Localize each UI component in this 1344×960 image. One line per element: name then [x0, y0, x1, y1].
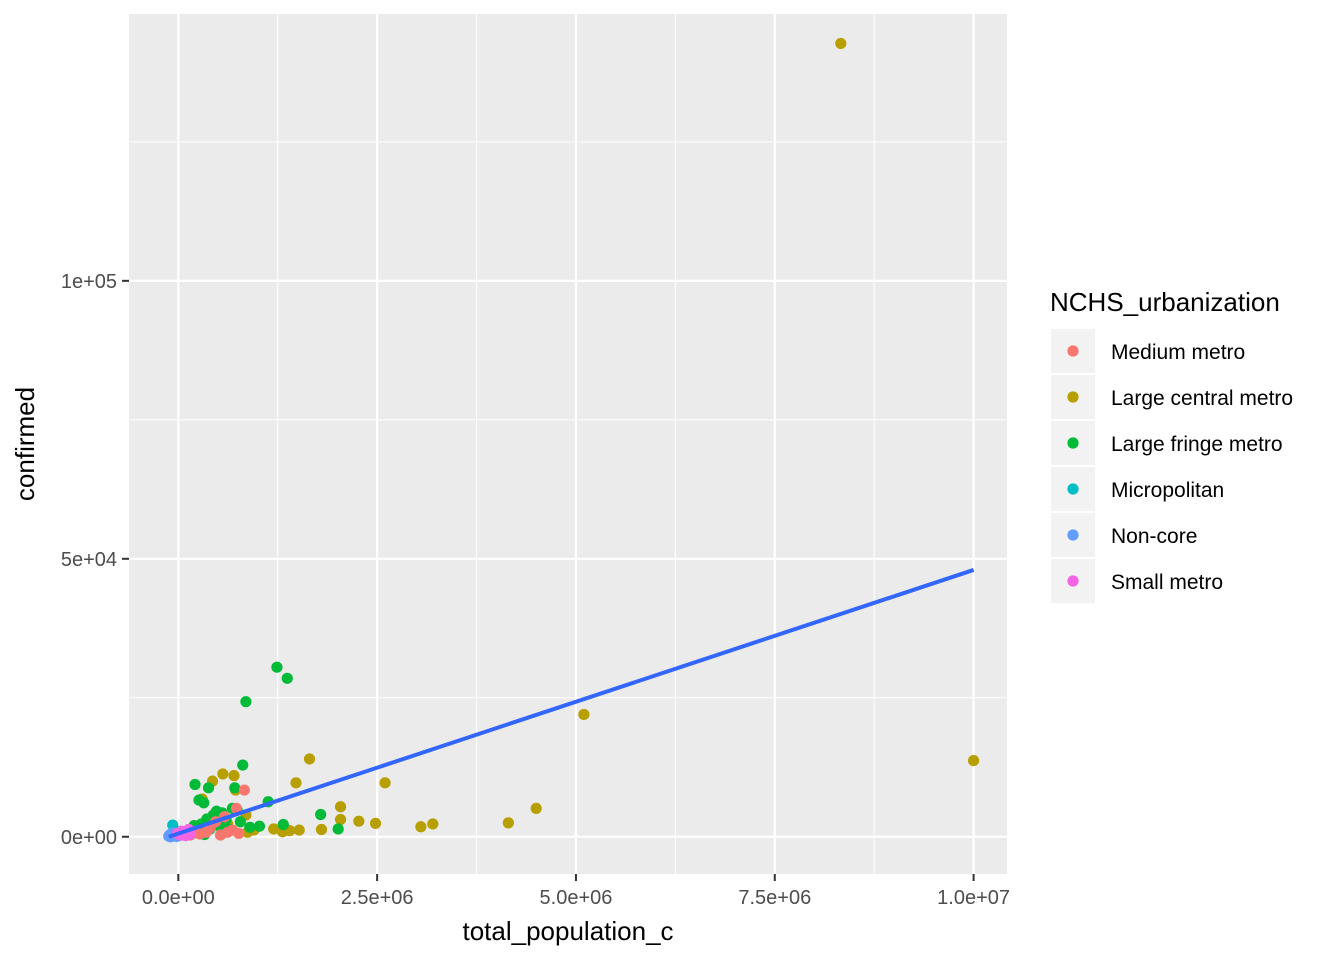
data-point: [334, 813, 347, 826]
data-point: [189, 778, 201, 791]
data-point: [353, 815, 365, 827]
legend-item: Non-core: [1051, 513, 1197, 557]
legend-swatch: [1067, 391, 1079, 403]
x-tick-label: 5.0e+06: [540, 887, 613, 909]
data-point: [202, 782, 215, 794]
data-point: [303, 753, 316, 765]
data-point: [502, 817, 514, 829]
data-point: [253, 820, 266, 832]
data-point: [230, 802, 242, 815]
legend: NCHS_urbanization Medium metro Large cent…: [1050, 287, 1293, 603]
data-point: [967, 754, 980, 767]
y-tick-label: 0e+00: [61, 827, 117, 849]
trend-line: [168, 568, 975, 839]
data-point: [228, 770, 240, 782]
x-axis-title: total_population_c: [462, 916, 673, 946]
legend-label: Large central metro: [1111, 387, 1293, 410]
data-point: [530, 802, 542, 815]
legend-title: NCHS_urbanization: [1050, 287, 1280, 317]
y-axis: 0e+00 5e+04 1e+05: [61, 271, 129, 849]
x-tick-label: 0.0e+00: [142, 887, 215, 909]
data-point: [198, 797, 210, 809]
data-point: [233, 827, 245, 840]
x-tick-label: 1.0e+07: [937, 887, 1010, 909]
data-point: [229, 782, 241, 794]
data-point: [369, 817, 382, 830]
data-point: [277, 818, 289, 831]
legend-item: Medium metro: [1051, 329, 1245, 373]
legend-label: Medium metro: [1111, 341, 1245, 364]
data-point: [415, 821, 427, 833]
data-point: [238, 784, 250, 796]
data-point: [315, 808, 327, 821]
major-gridlines: [129, 14, 1007, 874]
data-point: [332, 823, 344, 835]
data-point: [268, 823, 280, 835]
legend-item: Large fringe metro: [1051, 421, 1283, 465]
legend-label: Small metro: [1111, 571, 1223, 594]
trend-line-layer: [168, 568, 975, 839]
data-point: [290, 777, 302, 789]
data-point: [427, 818, 439, 830]
data-point: [281, 672, 293, 684]
data-point: [578, 708, 590, 721]
y-axis-title: confirmed: [10, 387, 40, 501]
x-tick-label: 7.5e+06: [738, 887, 811, 909]
legend-swatch: [1067, 575, 1079, 587]
data-point: [334, 801, 347, 813]
data-point: [234, 816, 246, 828]
data-point: [237, 759, 249, 771]
legend-label: Micropolitan: [1111, 479, 1224, 502]
legend-swatch: [1067, 483, 1079, 495]
y-tick-label: 5e+04: [61, 549, 117, 571]
data-point: [217, 768, 229, 780]
y-tick-label: 1e+05: [61, 271, 117, 293]
data-point: [271, 661, 283, 673]
legend-item: Small metro: [1051, 559, 1223, 603]
data-point: [293, 824, 305, 836]
x-axis: 0.0e+00 2.5e+06 5.0e+06 7.5e+06 1.0e+07: [142, 874, 1010, 909]
legend-swatch: [1067, 529, 1079, 541]
legend-item: Micropolitan: [1051, 467, 1224, 511]
data-point: [244, 821, 256, 833]
x-tick-label: 2.5e+06: [341, 887, 414, 909]
legend-item: Large central metro: [1051, 375, 1293, 419]
data-point: [240, 696, 252, 708]
data-point: [379, 777, 391, 789]
data-point: [835, 37, 847, 50]
legend-swatch: [1067, 345, 1079, 357]
data-point: [315, 823, 328, 836]
plot-panel: [129, 14, 1007, 874]
legend-items: Medium metro Large central metro Large fri…: [1051, 329, 1293, 603]
minor-gridlines: [129, 14, 1007, 874]
legend-label: Non-core: [1111, 525, 1197, 548]
legend-label: Large fringe metro: [1111, 433, 1283, 456]
data-point: [222, 826, 234, 838]
legend-swatch: [1067, 437, 1079, 449]
